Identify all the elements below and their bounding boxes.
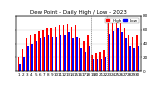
- Bar: [120, 21, 121, 71]
- Bar: [18, 57, 19, 71]
- Title: Dew Point - Daily High / Low - 2023: Dew Point - Daily High / Low - 2023: [30, 10, 127, 15]
- Bar: [71, 27, 72, 71]
- Bar: [22, 49, 23, 71]
- Bar: [105, 57, 106, 71]
- Bar: [52, 37, 53, 71]
- Bar: [56, 37, 57, 71]
- Bar: [50, 28, 52, 71]
- Bar: [112, 20, 113, 71]
- Bar: [109, 34, 110, 71]
- Bar: [89, 46, 90, 71]
- Bar: [132, 37, 133, 71]
- Bar: [59, 25, 60, 71]
- Bar: [128, 35, 129, 71]
- Bar: [99, 52, 101, 71]
- Bar: [93, 59, 94, 71]
- Bar: [34, 34, 36, 71]
- Bar: [40, 38, 41, 71]
- Bar: [75, 25, 76, 71]
- Text: Milwaukee, dew: Milwaukee, dew: [0, 27, 2, 60]
- Bar: [60, 35, 61, 71]
- Bar: [95, 53, 97, 71]
- Bar: [136, 35, 138, 71]
- Bar: [91, 55, 93, 71]
- Bar: [101, 59, 102, 71]
- Bar: [44, 37, 45, 71]
- Bar: [104, 50, 105, 71]
- Bar: [46, 28, 48, 71]
- Bar: [38, 31, 40, 71]
- Bar: [67, 24, 68, 71]
- Bar: [19, 64, 21, 71]
- Bar: [32, 44, 33, 71]
- Bar: [133, 48, 135, 71]
- Bar: [72, 38, 74, 71]
- Bar: [76, 37, 78, 71]
- Bar: [124, 28, 125, 71]
- Bar: [117, 28, 119, 71]
- Bar: [26, 38, 27, 71]
- Bar: [138, 46, 139, 71]
- Bar: [108, 23, 109, 71]
- Bar: [129, 46, 131, 71]
- Bar: [63, 25, 64, 71]
- Bar: [68, 32, 70, 71]
- Bar: [125, 38, 127, 71]
- Bar: [48, 35, 49, 71]
- Bar: [30, 35, 32, 71]
- Bar: [116, 18, 117, 71]
- Bar: [64, 35, 66, 71]
- Bar: [80, 48, 82, 71]
- Bar: [87, 35, 89, 71]
- Bar: [42, 30, 44, 71]
- Bar: [83, 41, 84, 71]
- Bar: [23, 57, 25, 71]
- Bar: [97, 59, 98, 71]
- Bar: [79, 38, 80, 71]
- Bar: [113, 31, 115, 71]
- Bar: [36, 41, 37, 71]
- Bar: [55, 27, 56, 71]
- Bar: [121, 32, 123, 71]
- Bar: [84, 52, 86, 71]
- Legend: High, Low: High, Low: [105, 18, 139, 23]
- Bar: [27, 46, 29, 71]
